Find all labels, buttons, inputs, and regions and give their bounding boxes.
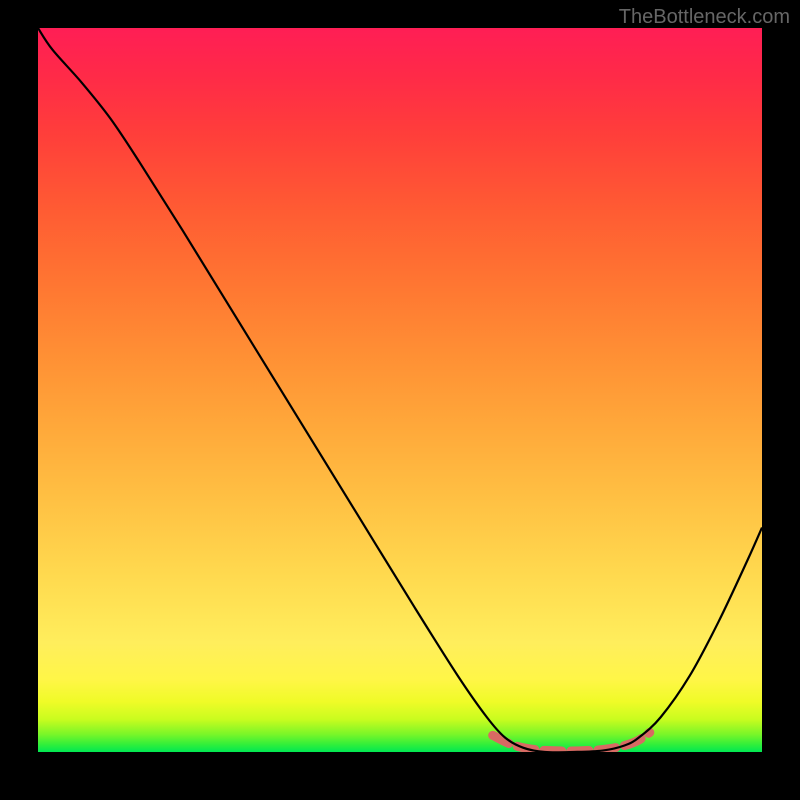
- chart-plot-area: [38, 28, 762, 752]
- bottleneck-curve-chart: [38, 28, 762, 752]
- watermark-text: TheBottleneck.com: [619, 6, 790, 29]
- gradient-background: [38, 28, 762, 752]
